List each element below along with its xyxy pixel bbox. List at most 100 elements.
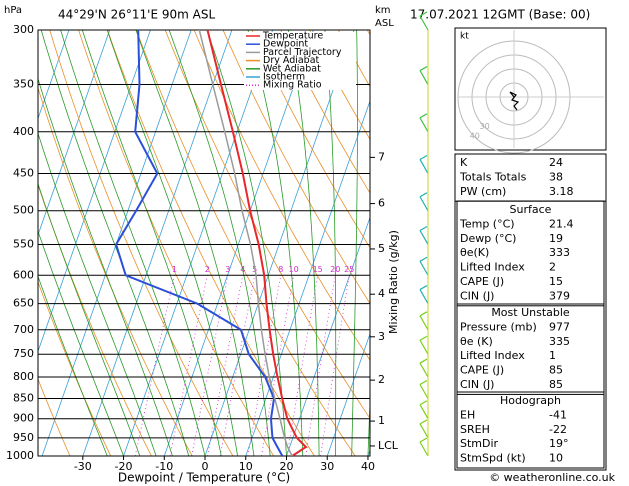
mixing-ratio-line bbox=[320, 275, 350, 456]
row-value: -22 bbox=[549, 423, 567, 436]
wet-adiabat bbox=[206, 30, 287, 456]
legend-label: Dry Adiabat bbox=[263, 55, 320, 66]
wind-barb bbox=[419, 335, 428, 341]
row-label: θe (K) bbox=[460, 335, 493, 348]
row-value: -41 bbox=[549, 408, 567, 421]
y-tick-label: 550 bbox=[13, 237, 34, 250]
wind-barb bbox=[419, 66, 428, 72]
asl-unit: ASL bbox=[375, 18, 394, 29]
mixing-ratio-label: 4 bbox=[240, 265, 245, 274]
isotherm bbox=[38, 30, 70, 120]
section-title: Most Unstable bbox=[491, 306, 570, 319]
row-value: 85 bbox=[549, 378, 563, 391]
row-label: CAPE (J) bbox=[460, 364, 504, 377]
y-tick-label: 650 bbox=[13, 297, 34, 310]
wet-adiabat bbox=[168, 30, 271, 456]
wet-adiabat bbox=[38, 77, 173, 456]
mixing-ratio-label: 8 bbox=[278, 265, 283, 274]
y-tick-label: 600 bbox=[13, 268, 34, 281]
mixing-ratio-line bbox=[169, 275, 208, 456]
footer: © weatheronline.co.uk bbox=[489, 471, 615, 484]
legend-label: Wet Adiabat bbox=[263, 63, 321, 74]
x-tick-label: -20 bbox=[115, 460, 133, 473]
wind-barb bbox=[419, 11, 428, 17]
mixing-ratio-label: 20 bbox=[330, 265, 340, 274]
wind-barb bbox=[419, 117, 429, 133]
x-tick-label: 40 bbox=[361, 460, 375, 473]
row-label: PW (cm) bbox=[460, 185, 506, 198]
isotherm bbox=[38, 30, 111, 237]
isotherm bbox=[286, 216, 370, 456]
isotherm bbox=[245, 99, 370, 456]
mixing-ratio-label: 2 bbox=[205, 265, 210, 274]
x-tick-label: 0 bbox=[202, 460, 209, 473]
row-label: SREH bbox=[460, 423, 490, 436]
legend-label: Dewpoint bbox=[263, 39, 308, 50]
lcl-label: LCL bbox=[378, 439, 399, 452]
hodograph-trace bbox=[509, 91, 520, 111]
km-label: 3 bbox=[378, 330, 385, 343]
wind-barb bbox=[419, 400, 428, 406]
row-label: CAPE (J) bbox=[460, 275, 504, 288]
section-box bbox=[456, 391, 605, 469]
row-value: 335 bbox=[549, 335, 570, 348]
row-label: EH bbox=[460, 408, 475, 421]
wind-barb bbox=[419, 419, 428, 425]
wind-barb bbox=[419, 384, 429, 399]
section-box bbox=[456, 200, 605, 307]
mixing-ratio-line bbox=[305, 275, 336, 456]
wind-barb bbox=[419, 437, 428, 443]
dry-adiabat bbox=[280, 30, 370, 194]
x-tick-label: 20 bbox=[279, 460, 293, 473]
row-label: Lifted Index bbox=[460, 349, 525, 362]
wind-barb bbox=[419, 15, 429, 31]
y-tick-label: 950 bbox=[13, 431, 34, 444]
row-value: 2 bbox=[549, 261, 556, 274]
dry-adiabat bbox=[222, 30, 370, 305]
row-value: 333 bbox=[549, 246, 570, 259]
row-label: K bbox=[460, 156, 468, 169]
legend-box bbox=[244, 32, 356, 90]
dry-adiabat bbox=[49, 30, 234, 456]
hodograph-unit: kt bbox=[460, 32, 469, 42]
wind-barb bbox=[419, 311, 428, 317]
y-tick-label: 850 bbox=[13, 391, 34, 404]
x-axis-label: Dewpoint / Temperature (°C) bbox=[118, 471, 290, 485]
wind-barb bbox=[419, 358, 428, 364]
wind-barb bbox=[419, 70, 429, 85]
row-value: 24 bbox=[549, 156, 563, 169]
y-tick-label: 300 bbox=[13, 23, 34, 36]
row-label: CIN (J) bbox=[460, 378, 494, 391]
y-tick-label: 1000 bbox=[6, 449, 34, 462]
datetime: 17.07.2021 12GMT (Base: 00) bbox=[410, 8, 590, 22]
isotherm bbox=[204, 30, 355, 456]
location: 44°29'N 26°11'E 90m ASL bbox=[58, 8, 215, 22]
km-label: 5 bbox=[378, 242, 385, 255]
row-label: CIN (J) bbox=[460, 289, 494, 302]
legend-label: Isotherm bbox=[263, 72, 305, 83]
mixing-ratio-label: 25 bbox=[344, 265, 354, 274]
profile-line bbox=[206, 30, 308, 456]
isotherm bbox=[326, 332, 370, 456]
y-tick-label: 700 bbox=[13, 323, 34, 336]
y-tick-label: 800 bbox=[13, 370, 34, 383]
wind-barb bbox=[419, 225, 428, 231]
row-value: 3.18 bbox=[549, 185, 574, 198]
wet-adiabat bbox=[81, 30, 222, 456]
wind-barb bbox=[419, 379, 428, 386]
row-value: 19° bbox=[549, 437, 569, 450]
isotherm bbox=[163, 30, 314, 456]
x-tick-label: 30 bbox=[320, 460, 334, 473]
row-value: 15 bbox=[549, 275, 563, 288]
isotherm bbox=[82, 30, 233, 456]
wind-barb bbox=[419, 230, 429, 245]
dry-adiabat bbox=[251, 30, 370, 249]
wind-barb bbox=[419, 159, 429, 174]
row-value: 1 bbox=[549, 349, 556, 362]
km-label: 2 bbox=[378, 373, 385, 386]
row-value: 10 bbox=[549, 452, 563, 465]
section-box bbox=[456, 303, 605, 395]
y2-axis-label: Mixing Ratio (g/kg) bbox=[387, 230, 400, 334]
